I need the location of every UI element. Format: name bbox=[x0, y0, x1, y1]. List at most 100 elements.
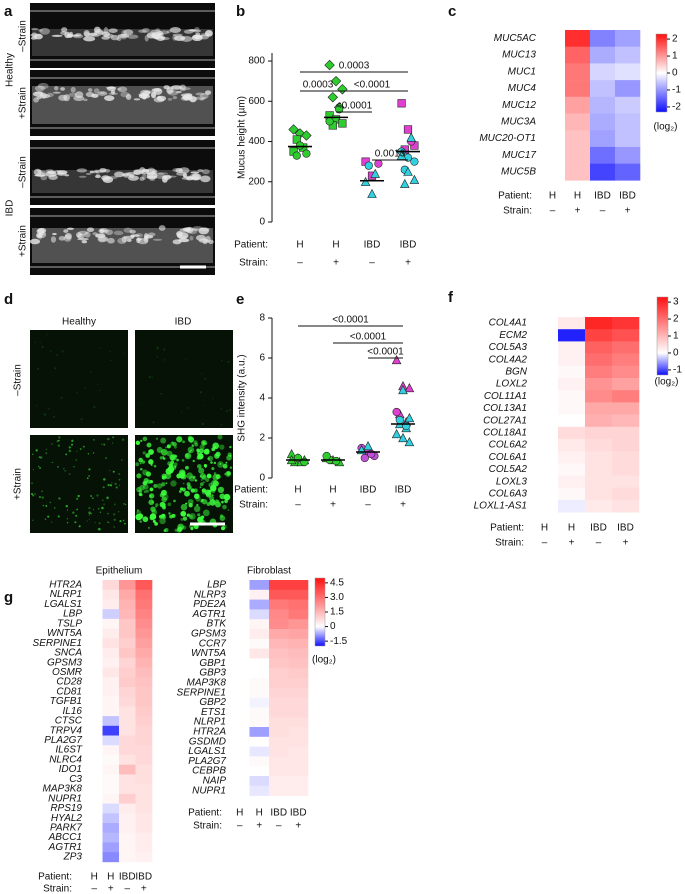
mucus-texture bbox=[140, 92, 147, 100]
condition-label: –Strain bbox=[18, 156, 29, 188]
heatmap-cell bbox=[288, 658, 309, 669]
mucus-texture bbox=[156, 31, 164, 38]
p-value: <0.0001 bbox=[332, 315, 369, 326]
heatmap-cell bbox=[585, 500, 613, 513]
fluorescence-spot bbox=[149, 487, 154, 492]
heatmap-cell bbox=[540, 96, 566, 114]
strain-label: + bbox=[625, 206, 631, 217]
fluorescence-spot bbox=[229, 445, 232, 449]
heatmap-cell bbox=[135, 677, 153, 688]
gene-label: PARK7 bbox=[50, 823, 82, 834]
heatmap-cell bbox=[102, 638, 120, 649]
heatmap-cell bbox=[558, 329, 586, 342]
heatmap-cell bbox=[135, 599, 153, 610]
heatmap-cell bbox=[86, 648, 103, 659]
heatmap-cell bbox=[585, 378, 613, 391]
fluorescence-spot bbox=[192, 475, 196, 479]
heatmap-cell bbox=[86, 677, 103, 688]
mucus-texture bbox=[195, 234, 206, 241]
heatmap-cell bbox=[119, 628, 136, 639]
heatmap-cell bbox=[540, 80, 566, 98]
fluorescence-spot bbox=[135, 513, 142, 521]
mucus-texture bbox=[120, 91, 130, 98]
mucus-texture bbox=[192, 228, 199, 231]
fluorescence-spot bbox=[228, 408, 231, 411]
gene-label: RPS19 bbox=[50, 803, 82, 814]
mucus-texture bbox=[81, 240, 88, 244]
strain-label: – bbox=[542, 538, 548, 549]
fluorescence-spot bbox=[210, 484, 217, 492]
fluorescence-spot bbox=[146, 479, 151, 485]
fluorescence-spot bbox=[186, 513, 190, 517]
fluorescence-spot bbox=[138, 489, 143, 494]
mucus-texture bbox=[146, 175, 158, 180]
heatmap-cell bbox=[135, 716, 153, 727]
mucus-texture bbox=[141, 168, 150, 172]
fluorescence-spot bbox=[139, 493, 143, 497]
mucus-texture bbox=[166, 30, 171, 34]
heatmap-cell bbox=[119, 774, 136, 785]
fluorescence-spot bbox=[205, 448, 210, 453]
condition-label: +Strain bbox=[18, 87, 29, 119]
row-label: –Strain bbox=[13, 364, 24, 396]
fluorescence-spot bbox=[205, 478, 210, 482]
fluorescence-spot bbox=[156, 346, 159, 350]
fluorescence-spot bbox=[197, 464, 202, 469]
heatmap-cell bbox=[612, 463, 640, 476]
heatmap-cell bbox=[615, 96, 641, 114]
mucus-texture bbox=[123, 29, 134, 36]
fluorescence-spot bbox=[75, 459, 77, 461]
fluorescence-spot bbox=[187, 446, 195, 454]
panel-label: c bbox=[448, 3, 456, 20]
colorbar-tick-label: 3.0 bbox=[330, 592, 344, 603]
fluorescence-spot bbox=[32, 468, 35, 471]
heatmap-cell bbox=[269, 658, 289, 669]
heatmap-cell bbox=[102, 589, 120, 600]
gene-label: OSMR bbox=[52, 667, 82, 678]
fluorescence-spot bbox=[160, 392, 162, 395]
fluorescence-spot bbox=[113, 526, 116, 528]
fluorescence-spot bbox=[185, 358, 187, 360]
fluorescence-spot bbox=[97, 383, 99, 385]
y-tick-label: 0 bbox=[259, 473, 265, 484]
fluorescence-spot bbox=[173, 499, 176, 503]
mucus-texture bbox=[83, 29, 90, 37]
fluorescence-spot bbox=[143, 484, 149, 490]
fluorescence-spot bbox=[201, 498, 208, 505]
mucus-texture bbox=[114, 171, 125, 178]
heatmap-cell bbox=[565, 46, 591, 64]
fluorescence-spot bbox=[107, 437, 110, 441]
strain-label: – bbox=[600, 206, 606, 217]
mucus-texture bbox=[52, 91, 61, 94]
heatmap-cell bbox=[558, 487, 586, 501]
mucus-texture bbox=[46, 170, 56, 175]
heatmap-cell bbox=[565, 130, 591, 148]
strain-label: – bbox=[369, 258, 375, 269]
mucus-texture bbox=[64, 232, 72, 240]
heatmap-cell bbox=[269, 648, 289, 659]
heatmap-cell bbox=[612, 500, 640, 513]
heatmap-cell bbox=[86, 842, 103, 853]
fluorescence-spot bbox=[118, 511, 120, 513]
mucus-texture bbox=[163, 174, 172, 180]
colorbar-tick-label: 0 bbox=[672, 68, 678, 79]
mucus-texture bbox=[83, 36, 96, 42]
heatmap-cell bbox=[102, 774, 120, 785]
p-value: 0.0003 bbox=[339, 61, 370, 72]
heatmap-cell bbox=[119, 589, 136, 600]
gene-label: PLA2G7 bbox=[188, 756, 226, 767]
heatmap-cell bbox=[135, 589, 153, 600]
mucus-texture bbox=[102, 31, 111, 37]
mucus-texture bbox=[136, 238, 142, 241]
fluorescence-spot bbox=[115, 486, 118, 489]
heatmap-cell bbox=[531, 341, 559, 354]
mucus-texture bbox=[146, 167, 156, 175]
heatmap-cell bbox=[86, 832, 103, 843]
data-point bbox=[403, 125, 413, 134]
mucus-texture bbox=[102, 176, 114, 184]
fluorescence-spot bbox=[182, 525, 187, 530]
mucus-texture bbox=[39, 27, 51, 35]
heatmap-cell bbox=[585, 439, 613, 452]
fluorescence-spot bbox=[171, 441, 174, 444]
strain-label: – bbox=[237, 821, 243, 832]
